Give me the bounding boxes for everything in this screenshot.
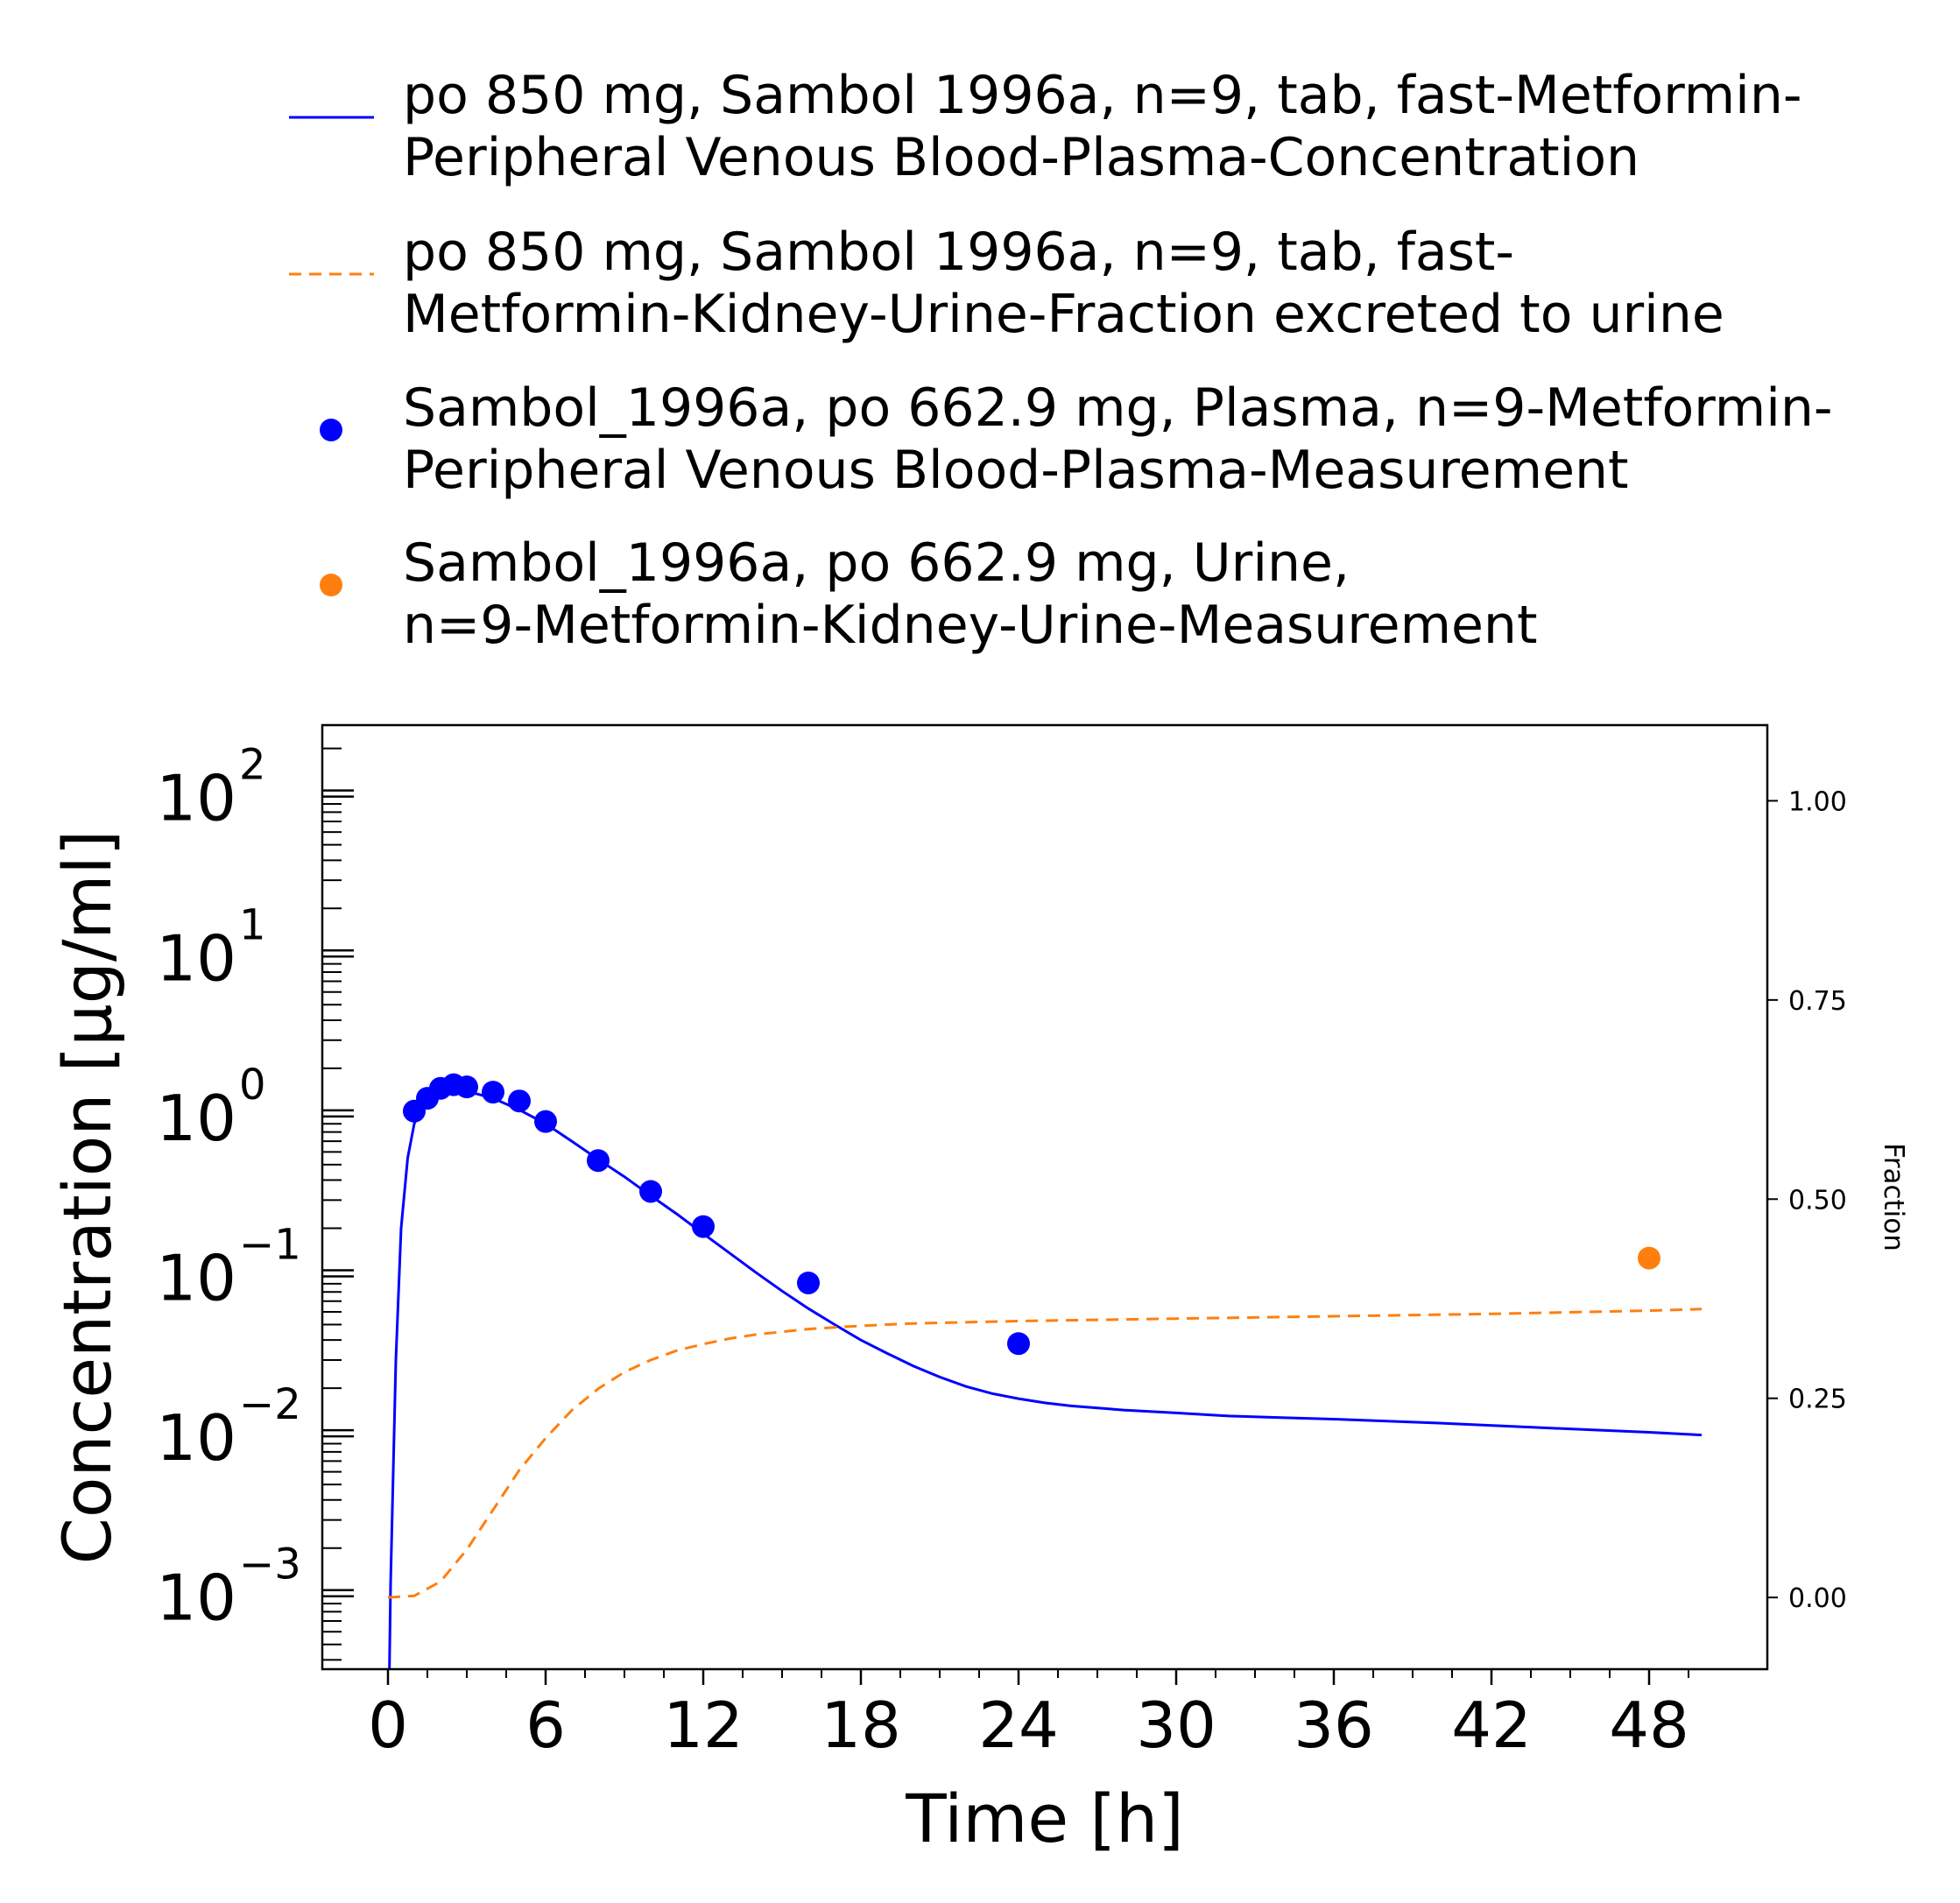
legend-handle-marker — [320, 419, 342, 441]
y-tick-label-exponent: 1 — [239, 900, 266, 949]
y2-tick-label: 0.25 — [1788, 1385, 1847, 1415]
legend-label: po 850 mg, Sambol 1996a, n=9, tab, fast-… — [403, 65, 1802, 126]
x-tick-label: 36 — [1294, 1688, 1374, 1762]
x-tick-label: 42 — [1451, 1688, 1532, 1762]
x-tick-label: 48 — [1609, 1688, 1689, 1762]
series-point-2 — [534, 1110, 557, 1133]
x-tick-label: 12 — [663, 1688, 744, 1762]
x-axis-label: Time [h] — [905, 1780, 1184, 1857]
series-point-3 — [1638, 1246, 1660, 1270]
series-point-2 — [1007, 1332, 1030, 1356]
y-axis-label: Concentration [µg/ml] — [48, 830, 126, 1564]
series-point-2 — [455, 1075, 478, 1099]
y-tick-label-exponent: −2 — [239, 1380, 301, 1429]
series-point-2 — [639, 1180, 662, 1203]
legend: po 850 mg, Sambol 1996a, n=9, tab, fast-… — [289, 65, 1833, 656]
y-tick-label-base: 10 — [156, 1401, 236, 1475]
legend-label: Sambol_1996a, po 662.9 mg, Urine, — [403, 532, 1350, 594]
legend-label: Peripheral Venous Blood-Plasma-Concentra… — [403, 127, 1639, 188]
x-tick-label: 24 — [978, 1688, 1059, 1762]
legend-label: po 850 mg, Sambol 1996a, n=9, tab, fast- — [403, 222, 1514, 283]
y-tick-label-base: 10 — [156, 921, 236, 995]
y-tick-label-base: 10 — [156, 1561, 236, 1635]
y-tick-label-exponent: 0 — [239, 1061, 266, 1110]
x-tick-label: 30 — [1136, 1688, 1216, 1762]
y-tick-label-base: 10 — [156, 762, 236, 835]
y-tick-label-exponent: −1 — [239, 1221, 301, 1270]
legend-label: Sambol_1996a, po 662.9 mg, Plasma, n=9-M… — [403, 377, 1833, 439]
series-point-2 — [587, 1149, 610, 1173]
series-point-2 — [692, 1215, 715, 1238]
y-tick-label-exponent: −3 — [239, 1540, 301, 1589]
y2-tick-label: 1.00 — [1788, 786, 1847, 817]
legend-label: n=9-Metformin-Kidney-Urine-Measurement — [403, 595, 1537, 656]
y2-axis-label: Fraction — [1878, 1143, 1909, 1251]
series-line-1 — [387, 1307, 1703, 1599]
legend-label: Metformin-Kidney-Urine-Fraction excreted… — [403, 284, 1724, 345]
series-point-2 — [797, 1271, 820, 1294]
x-tick-label: 6 — [525, 1688, 566, 1762]
y2-tick-label: 0.00 — [1788, 1583, 1847, 1614]
plot-area — [387, 1073, 1703, 1669]
series-point-2 — [482, 1081, 504, 1104]
y2-axis-ticks: 0.00 0.25 0.50 0.75 1.00 — [1767, 786, 1847, 1614]
y2-tick-label: 0.75 — [1788, 986, 1847, 1017]
series-line-0 — [388, 1089, 1703, 1669]
x-axis-ticks: 0 6 12 18 24 30 36 42 48 — [368, 1669, 1689, 1762]
y-tick-label-exponent: 2 — [239, 741, 266, 790]
x-tick-label: 0 — [368, 1688, 408, 1762]
legend-label: Peripheral Venous Blood-Plasma-Measureme… — [403, 440, 1629, 501]
x-tick-label: 18 — [821, 1688, 901, 1762]
plot-frame — [321, 723, 1769, 1671]
y-tick-label-base: 10 — [156, 1242, 236, 1315]
series-point-2 — [508, 1089, 531, 1113]
y2-tick-label: 0.50 — [1788, 1185, 1847, 1216]
legend-handle-marker — [320, 574, 342, 596]
y-tick-label-base: 10 — [156, 1082, 236, 1155]
